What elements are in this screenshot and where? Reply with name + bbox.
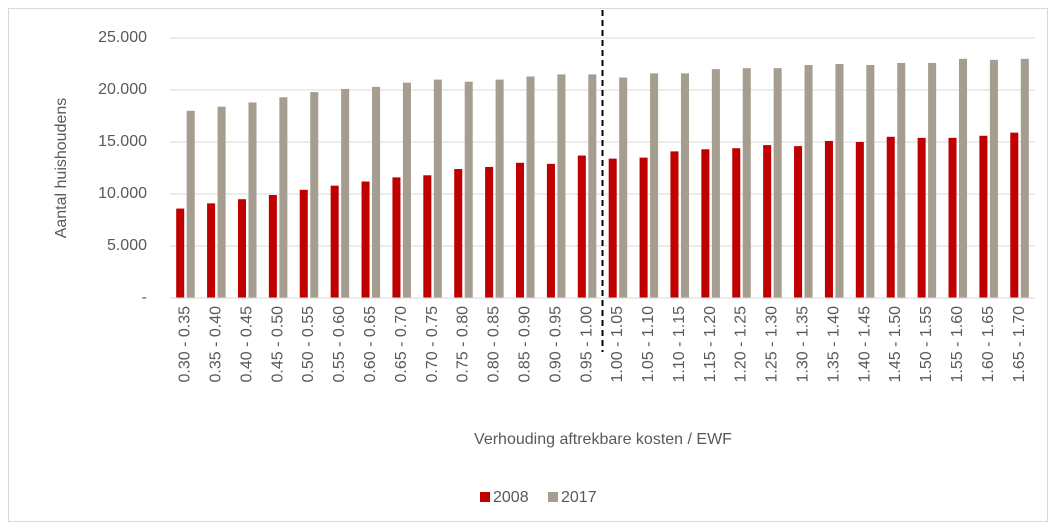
x-tick-label: 1.45 - 1.50	[887, 306, 904, 383]
bar	[897, 62, 906, 299]
bar	[959, 58, 968, 298]
x-tick-label: 0.70 - 0.75	[424, 306, 441, 383]
x-axis-title: Verhouding aftrekbare kosten / EWF	[474, 431, 732, 448]
bar	[650, 73, 659, 298]
bar	[372, 86, 381, 298]
bar	[763, 145, 772, 298]
bar	[824, 140, 833, 298]
bar	[711, 69, 720, 298]
bar	[732, 148, 741, 298]
x-tick-label: 1.50 - 1.55	[918, 306, 935, 383]
x-tick-label: 0.55 - 0.60	[331, 306, 348, 383]
bar	[588, 74, 597, 299]
x-tick-label: 0.35 - 0.40	[208, 306, 225, 383]
bar	[186, 110, 195, 298]
bar	[835, 64, 844, 298]
x-tick-label: 1.30 - 1.35	[795, 306, 812, 383]
bar	[310, 92, 319, 298]
bar	[485, 166, 494, 298]
x-tick-label: 1.35 - 1.40	[825, 306, 842, 383]
bar	[680, 73, 689, 298]
bar	[639, 157, 648, 298]
x-tick-label: 0.75 - 0.80	[455, 306, 472, 383]
legend-swatch	[480, 492, 490, 502]
bar	[495, 79, 504, 298]
bar	[330, 185, 339, 298]
bar	[392, 177, 401, 298]
bar	[299, 189, 308, 298]
x-tick-label: 0.45 - 0.50	[269, 306, 286, 383]
bar	[917, 137, 926, 298]
bar	[237, 199, 246, 298]
y-tick-label: -	[142, 289, 147, 306]
bar	[773, 68, 782, 298]
bar	[989, 59, 998, 299]
bar	[279, 97, 288, 298]
x-tick-label: 0.95 - 1.00	[578, 306, 595, 383]
bar	[1020, 58, 1029, 298]
x-tick-label: 1.25 - 1.30	[764, 306, 781, 383]
x-tick-label: 0.80 - 0.85	[486, 306, 503, 383]
y-tick-label: 20.000	[98, 81, 147, 98]
bar	[608, 158, 617, 298]
y-tick-label: 10.000	[98, 185, 147, 202]
bar	[577, 155, 586, 298]
bar	[619, 77, 628, 299]
x-tick-label: 0.90 - 0.95	[547, 306, 564, 383]
bar	[464, 81, 473, 299]
x-tick-label: 1.55 - 1.60	[949, 306, 966, 383]
x-tick-label: 1.40 - 1.45	[856, 306, 873, 383]
x-tick-label: 1.15 - 1.20	[702, 306, 719, 383]
x-tick-label: 0.40 - 0.45	[238, 306, 255, 383]
bar	[341, 88, 350, 299]
bar	[979, 135, 988, 298]
y-tick-label: 15.000	[98, 133, 147, 150]
bar	[928, 62, 937, 299]
x-tick-label: 1.65 - 1.70	[1011, 306, 1028, 383]
bar	[176, 208, 185, 298]
bar	[433, 79, 442, 298]
bar	[546, 163, 555, 298]
x-tick-label: 1.60 - 1.65	[980, 306, 997, 383]
bar	[423, 175, 432, 298]
bar	[855, 142, 864, 298]
x-tick-label: 0.85 - 0.90	[516, 306, 533, 383]
bar	[526, 76, 535, 298]
y-tick-label: 25.000	[98, 29, 147, 46]
x-tick-label: 0.65 - 0.70	[393, 306, 410, 383]
bar	[207, 203, 216, 298]
bar	[248, 102, 257, 298]
bar	[217, 106, 226, 298]
bar	[454, 169, 463, 298]
bar	[866, 65, 875, 298]
x-tick-label: 1.10 - 1.15	[671, 306, 688, 383]
bar	[742, 68, 751, 298]
legend-label: 2008	[493, 489, 529, 506]
bar	[361, 181, 370, 298]
bar	[557, 74, 566, 299]
x-tick-label: 0.30 - 0.35	[177, 306, 194, 383]
bar	[402, 82, 411, 298]
bar	[516, 162, 525, 298]
bar	[804, 65, 813, 298]
x-tick-label: 1.00 - 1.05	[609, 306, 626, 383]
y-tick-label: 5.000	[107, 237, 147, 254]
bar	[670, 151, 679, 298]
y-axis-title: Aantal huishoudens	[53, 98, 70, 239]
bar	[948, 137, 957, 298]
bar	[701, 149, 710, 298]
x-tick-label: 0.50 - 0.55	[300, 306, 317, 383]
bar	[886, 136, 895, 298]
bar	[794, 146, 803, 298]
x-tick-label: 0.60 - 0.65	[362, 306, 379, 383]
bar	[1010, 132, 1019, 298]
legend-swatch	[548, 492, 558, 502]
x-tick-label: 1.05 - 1.10	[640, 306, 657, 383]
legend-label: 2017	[561, 489, 597, 506]
bar	[268, 195, 277, 298]
x-tick-label: 1.20 - 1.25	[733, 306, 750, 383]
